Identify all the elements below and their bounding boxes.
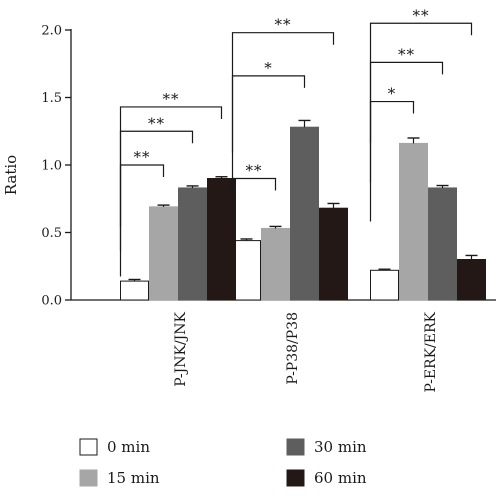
bar	[261, 227, 290, 301]
legend-label: 60 min	[314, 469, 367, 487]
bar	[120, 280, 149, 301]
bar	[319, 207, 348, 301]
bar	[232, 240, 261, 301]
legend-swatch	[286, 438, 305, 456]
y-tick-label: 1.0	[41, 159, 62, 174]
bar	[428, 187, 457, 301]
legend-swatch	[79, 469, 98, 487]
y-tick-label: 0.5	[41, 226, 62, 241]
bar	[399, 142, 428, 301]
x-category-label: P-P38/P38	[285, 312, 301, 385]
significance-label: *	[264, 59, 273, 77]
bar	[207, 178, 236, 301]
significance-label: **	[134, 148, 151, 166]
plot-area: 0.0 0.5 1.0 1.5 2.0 Ratio P-JNK/JNK P-P38/P38 P-…	[2, 6, 496, 393]
significance-bracket	[369, 22, 473, 144]
y-tick-label: 0.0	[41, 294, 62, 309]
y-tick-label: 2.0	[41, 24, 62, 39]
x-category-label: P-JNK/JNK	[173, 311, 189, 386]
bar	[149, 206, 178, 301]
legend-swatch	[286, 469, 305, 487]
legend-label: 0 min	[107, 438, 150, 456]
legend-label: 30 min	[314, 438, 367, 456]
significance-label: **	[413, 6, 430, 24]
legend-swatch	[79, 438, 98, 456]
y-axis-title: Ratio	[2, 155, 20, 195]
legend-label: 15 min	[107, 469, 160, 487]
bar	[290, 126, 319, 301]
significance-bracket	[231, 177, 277, 236]
significance-label: **	[163, 90, 180, 108]
significance-label: **	[246, 162, 263, 180]
significance-label: **	[275, 16, 292, 34]
x-category-label: P-ERK/ERK	[423, 311, 439, 392]
significance-bracket	[231, 32, 335, 153]
significance-bracket	[119, 106, 223, 227]
significance-label: **	[148, 114, 165, 132]
bar	[457, 259, 486, 301]
bar	[178, 187, 207, 301]
significance-label: *	[388, 85, 397, 103]
bar	[370, 269, 399, 301]
y-tick-label: 1.5	[41, 91, 62, 106]
significance-label: **	[398, 45, 415, 63]
legend: 0 min 15 min 30 min 60 min	[79, 438, 367, 487]
